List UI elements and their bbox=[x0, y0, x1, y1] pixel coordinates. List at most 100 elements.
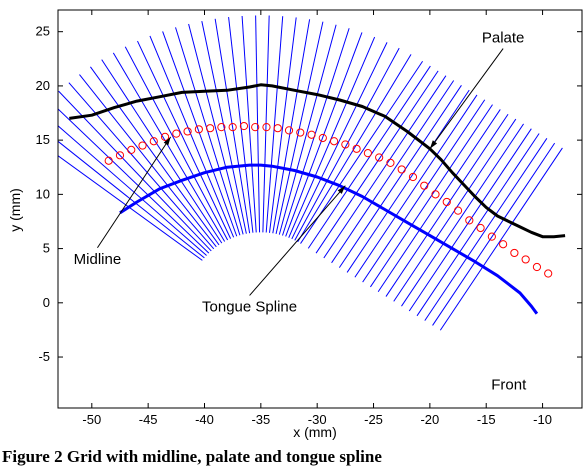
midline-point-5 bbox=[160, 132, 170, 141]
midline-point-2 bbox=[127, 145, 136, 154]
grid-line-7 bbox=[90, 66, 220, 246]
grid-line-0 bbox=[58, 155, 203, 261]
y-tick-label-1: 20 bbox=[36, 78, 50, 93]
grid-line-16 bbox=[201, 20, 247, 234]
annotations: Palate Midline Tongue Spline Front bbox=[74, 30, 527, 394]
grid-line-5 bbox=[68, 82, 215, 250]
midline-label: Midline bbox=[74, 251, 122, 268]
midline-point-31 bbox=[453, 206, 463, 215]
grid-line-15 bbox=[188, 23, 244, 235]
grid-line-35 bbox=[315, 70, 439, 254]
grid-line-6 bbox=[79, 74, 217, 248]
midline-point-32 bbox=[465, 216, 474, 225]
grid-line-41 bbox=[362, 99, 486, 283]
midline-point-8 bbox=[194, 125, 203, 134]
midline-point-1 bbox=[115, 151, 125, 160]
y-tick-label-2: 15 bbox=[36, 132, 50, 147]
grid-line-40 bbox=[354, 94, 478, 278]
midline-point-21 bbox=[341, 140, 350, 149]
grid-line-1 bbox=[58, 140, 205, 259]
palate-arrow-head bbox=[429, 140, 438, 149]
y-tick-label-5: 0 bbox=[43, 295, 50, 310]
grid-line-10 bbox=[124, 46, 229, 241]
grid-line-29 bbox=[288, 36, 376, 238]
midline-point-13 bbox=[251, 123, 260, 132]
figure-caption: Figure 2 Grid with midline, palate and t… bbox=[2, 447, 382, 466]
midline-point-4 bbox=[149, 137, 158, 146]
midline-point-17 bbox=[296, 128, 305, 137]
y-tick-label-3: 10 bbox=[36, 186, 50, 201]
x-tick-label-3: -35 bbox=[251, 412, 270, 427]
grid-line-36 bbox=[323, 75, 447, 259]
tongue-spline-label: Tongue Spline bbox=[202, 298, 297, 315]
midline-point-36 bbox=[510, 248, 519, 258]
tongue-spline-arrow-head bbox=[337, 185, 346, 194]
palate-arrow bbox=[429, 48, 504, 150]
axis-ticks: -50 -45 -40 -35 -30 -25 -20 -15 -10 25 20 15 10 5 0 -5 bbox=[36, 10, 582, 427]
x-tick-label-8: -10 bbox=[533, 412, 552, 427]
x-tick-label-7: -15 bbox=[477, 412, 496, 427]
grid-line-11 bbox=[137, 40, 232, 239]
grid-line-49 bbox=[424, 138, 548, 321]
grid-line-31 bbox=[294, 47, 400, 241]
grid-line-22 bbox=[265, 16, 284, 233]
grid-line-39 bbox=[346, 89, 470, 273]
midline-arrow bbox=[97, 136, 172, 249]
radial-grid bbox=[58, 15, 563, 331]
grid-line-38 bbox=[338, 85, 462, 268]
midline-point-29 bbox=[431, 190, 440, 199]
midline-point-6 bbox=[172, 129, 181, 138]
grid-line-42 bbox=[370, 104, 493, 288]
plot-frame bbox=[57, 9, 583, 409]
midline-point-12 bbox=[239, 121, 249, 131]
grid-line-17 bbox=[214, 18, 251, 234]
x-tick-label-5: -25 bbox=[364, 412, 383, 427]
grid-line-9 bbox=[112, 52, 226, 242]
y-tick-label-0: 25 bbox=[36, 24, 50, 39]
grid-line-25 bbox=[275, 21, 324, 234]
midline-point-9 bbox=[206, 124, 215, 133]
midline-point-14 bbox=[262, 123, 271, 132]
midline-point-0 bbox=[104, 156, 113, 165]
grid-line-46 bbox=[401, 123, 524, 307]
grid-line-8 bbox=[101, 59, 223, 244]
grid-line-51 bbox=[439, 147, 563, 331]
y-tick-label-6: -5 bbox=[38, 349, 50, 364]
midline-point-37 bbox=[521, 255, 530, 264]
midline-point-22 bbox=[352, 144, 361, 153]
midline-point-34 bbox=[487, 232, 496, 241]
x-tick-label-4: -30 bbox=[308, 412, 327, 427]
grid-line-24 bbox=[272, 19, 311, 234]
grid-line-37 bbox=[331, 80, 455, 264]
midline-point-27 bbox=[408, 172, 418, 182]
y-tick-label-4: 5 bbox=[43, 241, 50, 256]
grid-line-12 bbox=[149, 35, 235, 238]
midline-point-26 bbox=[397, 165, 406, 174]
palate-line bbox=[69, 83, 566, 239]
x-tick-label-6: -20 bbox=[420, 412, 439, 427]
grid-line-26 bbox=[278, 24, 337, 235]
front-label: Front bbox=[491, 377, 527, 394]
midline-point-39 bbox=[544, 269, 553, 278]
midline-point-15 bbox=[273, 124, 282, 133]
midline-point-30 bbox=[442, 197, 451, 207]
midline-arrow-head bbox=[163, 136, 171, 146]
grid-line-50 bbox=[432, 142, 556, 326]
midline-point-24 bbox=[375, 153, 384, 162]
grid-line-3 bbox=[58, 108, 210, 254]
palate-label: Palate bbox=[482, 30, 525, 47]
midline-point-19 bbox=[318, 133, 327, 143]
grid-line-47 bbox=[408, 128, 532, 312]
midline-point-23 bbox=[363, 149, 372, 158]
grid-line-43 bbox=[377, 109, 501, 293]
x-tick-label-0: -50 bbox=[82, 412, 101, 427]
grid-line-30 bbox=[291, 42, 388, 240]
x-tick-label-2: -40 bbox=[195, 412, 214, 427]
midline-point-28 bbox=[420, 181, 429, 190]
grid-line-4 bbox=[58, 90, 212, 252]
tongue-spline-line bbox=[119, 163, 539, 315]
midline-point-18 bbox=[307, 130, 316, 139]
midline-point-3 bbox=[138, 141, 147, 150]
x-axis-title: x (mm) bbox=[293, 424, 337, 440]
